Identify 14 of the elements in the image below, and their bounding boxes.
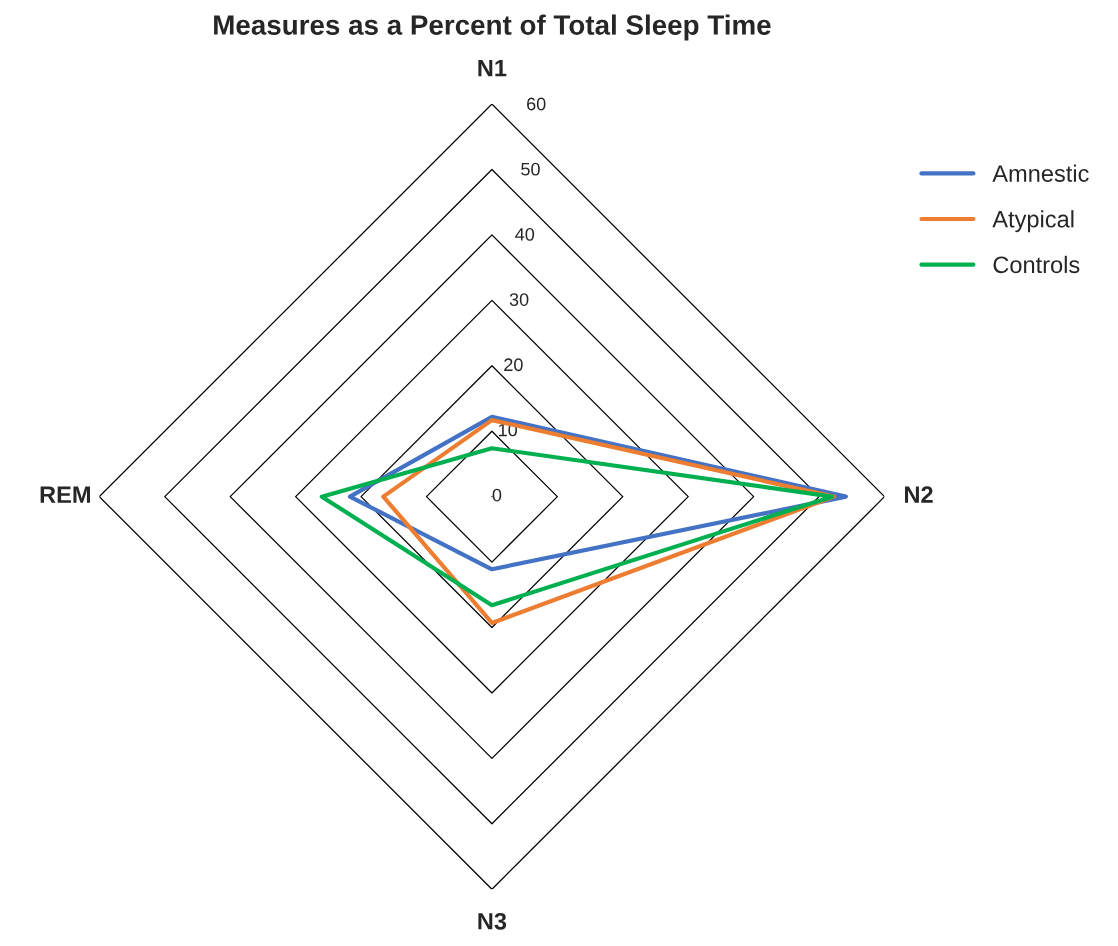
spoke-label: REM <box>40 486 90 503</box>
y-tick-label: 60 <box>527 97 546 111</box>
y-tick-label: 20 <box>504 358 523 372</box>
y-tick-label: 50 <box>521 162 540 176</box>
spoke-label: N3 <box>478 912 507 930</box>
legend-label: Controls <box>993 255 1080 274</box>
y-tick-label: 0 <box>492 488 502 502</box>
spoke-label: N1 <box>478 59 507 77</box>
legend-label: Amnestic <box>992 164 1089 182</box>
y-tick-label: 40 <box>515 227 535 241</box>
legend-label: Atypical <box>992 210 1074 233</box>
spoke-label: N2 <box>905 486 933 503</box>
y-tick-label: 30 <box>509 293 529 306</box>
chart-title: Measures as a Percent of Total Sleep Time <box>214 14 771 41</box>
